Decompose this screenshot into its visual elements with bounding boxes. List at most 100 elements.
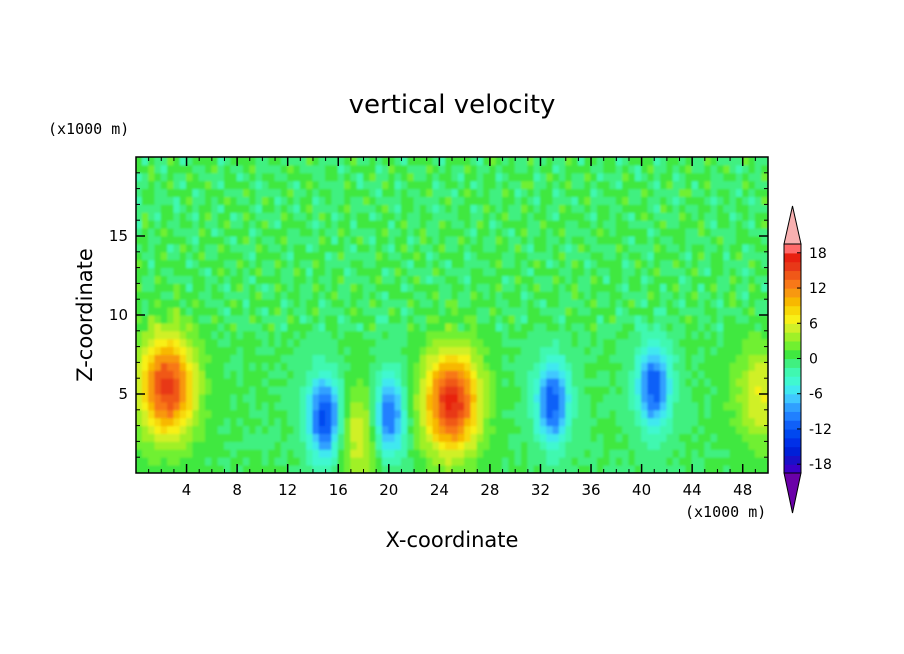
heatmap-cell — [211, 211, 219, 221]
heatmap-cell — [293, 219, 301, 229]
heatmap-cell — [476, 401, 485, 411]
heatmap-cell — [148, 157, 156, 166]
heatmap-cell — [419, 306, 428, 316]
heatmap-cell — [697, 346, 706, 355]
heatmap-cell — [761, 282, 768, 292]
heatmap-cell — [647, 330, 655, 340]
heatmap-cell — [223, 409, 232, 419]
heatmap-cell — [748, 369, 756, 379]
heatmap-cell — [533, 440, 541, 450]
heatmap-cell — [432, 267, 440, 276]
heatmap-cell — [685, 196, 693, 205]
heatmap-cell — [754, 314, 763, 324]
heatmap-cell — [641, 306, 649, 316]
heatmap-cell — [533, 251, 541, 261]
heatmap-cell — [457, 409, 466, 419]
heatmap-cell — [539, 338, 548, 348]
heatmap-cell — [533, 464, 541, 473]
heatmap-cell — [464, 157, 472, 166]
heatmap-cell — [603, 267, 611, 276]
heatmap-cell — [761, 361, 768, 371]
heatmap-cell — [546, 267, 554, 276]
heatmap-cell — [426, 267, 434, 276]
heatmap-cell — [230, 259, 238, 269]
heatmap-cell — [634, 282, 643, 292]
heatmap-cell — [223, 211, 232, 221]
heatmap-cell — [685, 377, 693, 387]
heatmap-cell — [179, 409, 188, 419]
heatmap-cell — [160, 440, 169, 450]
heatmap-cell — [148, 433, 156, 442]
heatmap-cell — [495, 219, 504, 229]
heatmap-cell — [141, 235, 150, 245]
heatmap-cell — [622, 440, 630, 450]
heatmap-cell — [716, 456, 725, 466]
heatmap-cell — [464, 267, 472, 276]
heatmap-cell — [192, 298, 200, 308]
heatmap-cell — [660, 164, 668, 174]
heatmap-cell — [388, 203, 396, 213]
heatmap-cell — [761, 164, 768, 174]
heatmap-cell — [160, 157, 169, 166]
heatmap-cell — [748, 338, 756, 348]
heatmap-cell — [186, 180, 194, 190]
heatmap-cell — [742, 298, 750, 308]
heatmap-cell — [754, 456, 763, 466]
heatmap-cell — [242, 385, 251, 395]
heatmap-cell — [729, 219, 737, 229]
heatmap-cell — [160, 330, 169, 340]
heatmap-cell — [546, 464, 554, 473]
heatmap-cell — [167, 338, 175, 348]
heatmap-cell — [198, 369, 207, 379]
heatmap-cell — [464, 188, 472, 197]
heatmap-cell — [217, 354, 225, 363]
heatmap-cell — [394, 282, 402, 292]
heatmap-cell — [464, 203, 472, 213]
heatmap-cell — [205, 448, 213, 458]
heatmap-cell — [634, 172, 643, 182]
heatmap-cell — [445, 330, 453, 340]
heatmap-cell — [261, 456, 270, 466]
heatmap-cell — [217, 157, 225, 166]
heatmap-cell — [141, 401, 150, 411]
heatmap-cell — [704, 306, 712, 316]
heatmap-cell — [761, 346, 768, 355]
heatmap-cell — [476, 282, 485, 292]
heatmap-cell — [154, 433, 162, 442]
heatmap-cell — [438, 393, 447, 403]
heatmap-cell — [394, 409, 402, 419]
heatmap-cell — [628, 322, 636, 332]
heatmap-cell — [502, 456, 510, 466]
heatmap-cell — [533, 196, 541, 205]
heatmap-cell — [653, 227, 662, 237]
heatmap-cell — [249, 290, 257, 300]
heatmap-cell — [514, 448, 523, 458]
heatmap-cell — [407, 180, 415, 190]
heatmap-cell — [521, 338, 529, 348]
heatmap-cell — [641, 448, 649, 458]
heatmap-cell — [179, 433, 188, 442]
heatmap-cell — [344, 259, 352, 269]
heatmap-cell — [242, 267, 251, 276]
heatmap-cell — [331, 227, 339, 237]
heatmap-cell — [325, 354, 333, 363]
heatmap-cell — [704, 369, 712, 379]
heatmap-cell — [141, 172, 150, 182]
heatmap-cell — [457, 330, 466, 340]
heatmap-cell — [634, 306, 643, 316]
heatmap-cell — [470, 157, 478, 166]
heatmap-cell — [413, 188, 421, 197]
heatmap-cell — [312, 377, 320, 387]
heatmap-cell — [521, 369, 529, 379]
heatmap-cell — [274, 448, 282, 458]
heatmap-cell — [539, 346, 548, 355]
heatmap-cell — [697, 203, 706, 213]
heatmap-cell — [457, 354, 466, 363]
heatmap-cell — [495, 157, 504, 166]
heatmap-cell — [287, 354, 295, 363]
heatmap-cell — [647, 227, 655, 237]
heatmap-cell — [438, 306, 447, 316]
heatmap-cell — [761, 188, 768, 197]
heatmap-cell — [173, 393, 181, 403]
heatmap-cell — [533, 417, 541, 427]
